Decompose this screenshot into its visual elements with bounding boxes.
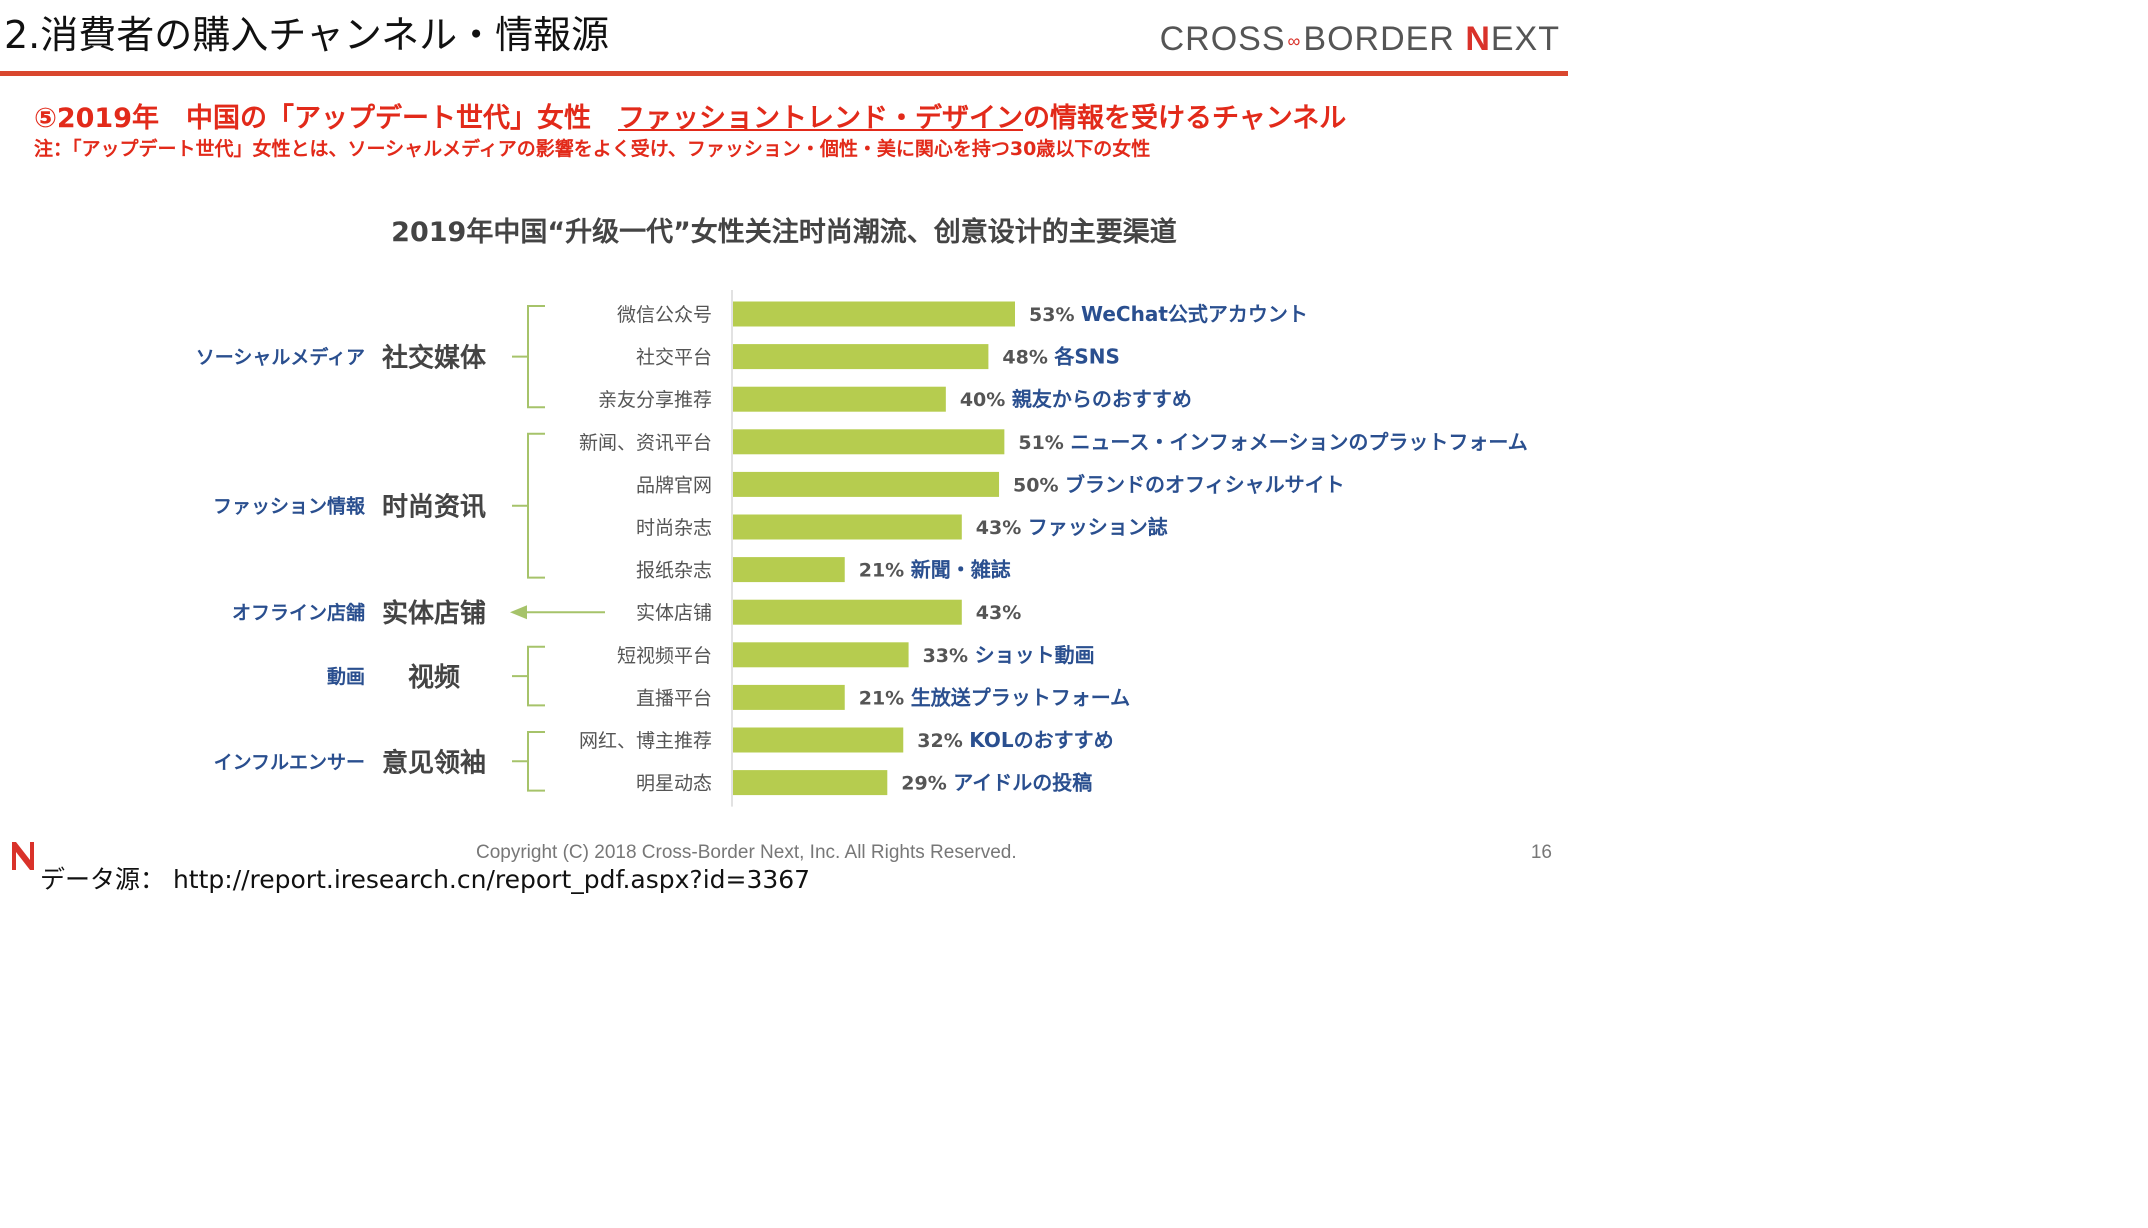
japanese-annotation: 各SNS	[1053, 345, 1120, 369]
logo-infinity-icon: ∞	[1287, 30, 1302, 51]
category-label: 网红、博主推荐	[579, 730, 712, 752]
japanese-annotation: ファッション誌	[1028, 515, 1168, 539]
logo-text-border: BORDER	[1303, 20, 1455, 58]
group-label-jp: ソーシャルメディア	[196, 346, 365, 369]
value-label: 40%	[960, 389, 1005, 411]
subtitle-suffix: の情報を受けるチャンネル	[1023, 103, 1347, 134]
group-label-cn: 社交媒体	[382, 343, 487, 374]
logo-text-ext: EXT	[1490, 20, 1560, 58]
category-label: 报纸杂志	[636, 560, 712, 582]
value-label: 21%	[859, 687, 904, 709]
bar	[733, 684, 845, 710]
group-label-cn: 视频	[408, 663, 460, 693]
value-label: 43%	[976, 517, 1021, 539]
definition-note: 注：「アップデート世代」女性とは、ソーシャルメディアの影響をよく受け、ファッショ…	[34, 138, 1151, 160]
japanese-annotation: 新聞・雑誌	[911, 558, 1011, 582]
bar	[733, 642, 909, 668]
category-label: 时尚杂志	[636, 517, 712, 539]
page-title: 2.消費者の購入チャンネル・情報源	[4, 13, 610, 57]
group-label-jp: ファッション情報	[213, 495, 366, 518]
copyright-text: Copyright (C) 2018 Cross-Border Next, In…	[476, 842, 1017, 863]
group-label-cn: 时尚资讯	[382, 493, 486, 523]
bar	[733, 344, 989, 370]
category-label: 亲友分享推荐	[598, 389, 712, 411]
data-source: データ源： http://report.iresearch.cn/report_…	[40, 865, 811, 894]
japanese-annotation: WeChat公式アカウント	[1081, 302, 1308, 326]
value-label: 33%	[923, 645, 968, 667]
page-number: 16	[1530, 842, 1552, 863]
japanese-annotation: 親友からのおすすめ	[1012, 387, 1192, 411]
category-label: 微信公众号	[617, 304, 712, 326]
group-bracket	[512, 645, 545, 707]
japanese-annotation: 生放送プラットフォーム	[911, 685, 1130, 709]
category-label: 直播平台	[636, 687, 712, 709]
value-label: 21%	[859, 560, 904, 582]
value-label: 48%	[1002, 347, 1047, 369]
bar	[733, 386, 946, 412]
category-label: 社交平台	[636, 347, 712, 369]
japanese-annotation: ショット動画	[975, 643, 1095, 667]
japanese-annotation: KOLのおすすめ	[969, 728, 1113, 752]
japanese-annotation: ブランドのオフィシャルサイト	[1065, 472, 1345, 496]
bar	[733, 429, 1005, 455]
value-label: 43%	[976, 602, 1021, 624]
chart-title: 2019年中国“升级一代”女性关注时尚潮流、创意设计的主要渠道	[391, 217, 1177, 248]
group-label-jp: オフライン店舗	[232, 601, 365, 624]
subtitle-underlined: ファッショントレンド・デザイン	[618, 103, 1024, 134]
group-bracket	[512, 432, 545, 579]
arrow-left-icon	[510, 605, 527, 620]
bar	[733, 471, 1000, 497]
japanese-annotation: アイドルの投稿	[953, 771, 1092, 795]
slide-subtitle: ⑤2019年 中国の「アップデート世代」女性 ファッショントレンド・デザインの情…	[34, 96, 1346, 135]
value-label: 50%	[1013, 474, 1058, 496]
category-label: 明星动态	[636, 773, 712, 795]
bar	[733, 514, 962, 540]
subtitle-prefix: ⑤2019年 中国の「アップデート世代」女性	[34, 103, 619, 134]
category-label: 实体店铺	[636, 602, 712, 624]
value-label: 32%	[917, 730, 962, 752]
category-label: 新闻、资讯平台	[579, 432, 712, 454]
group-label-cn: 实体店铺	[382, 598, 486, 629]
footer-n-logo-icon	[12, 842, 34, 870]
value-label: 29%	[901, 773, 946, 795]
value-label: 51%	[1018, 432, 1063, 454]
bar	[733, 599, 962, 625]
logo-n-letter: N	[1465, 20, 1491, 58]
value-label: 53%	[1029, 304, 1074, 326]
logo-text-cross: CROSS	[1159, 20, 1286, 58]
group-bracket	[512, 731, 545, 792]
bar	[733, 770, 888, 796]
brand-logo: CROSS ∞BORDER NEXT	[1160, 20, 1560, 59]
group-bracket	[512, 305, 545, 409]
group-label-jp: インフルエンサー	[214, 751, 365, 773]
category-label: 短视频平台	[617, 645, 712, 667]
group-label-cn: 意见领袖	[382, 747, 486, 778]
group-label-jp: 動画	[327, 666, 365, 688]
header-divider	[0, 71, 1568, 76]
bar	[733, 557, 845, 583]
bar	[733, 727, 904, 753]
bar	[733, 301, 1015, 327]
japanese-annotation: ニュース・インフォメーションのプラットフォーム	[1070, 430, 1527, 454]
category-label: 品牌官网	[636, 474, 712, 496]
